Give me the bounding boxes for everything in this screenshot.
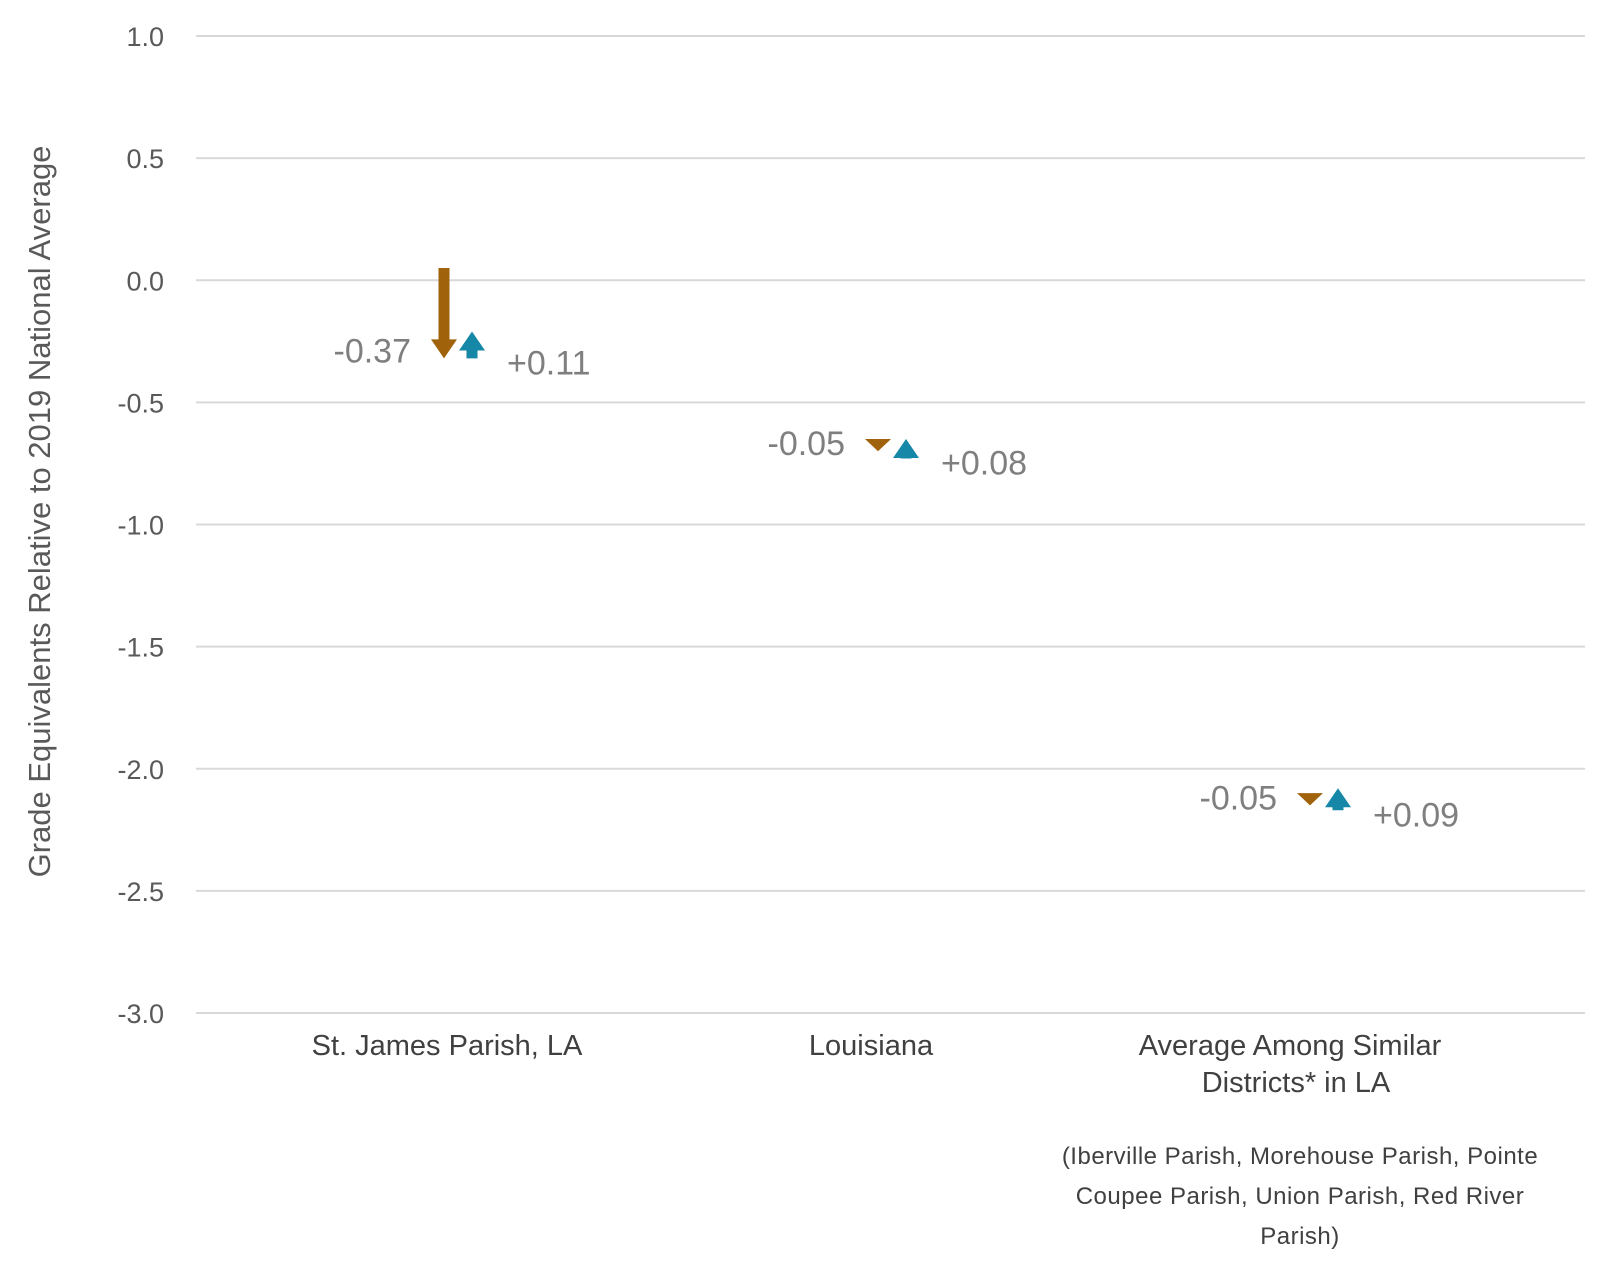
x-category-label: Districts* in LA xyxy=(1202,1067,1391,1099)
x-category-label: St. James Parish, LA xyxy=(312,1030,583,1062)
category-footnote: Parish) xyxy=(1260,1223,1340,1250)
arrow-shape xyxy=(1297,793,1323,806)
category-footnote: Coupee Parish, Union Parish, Red River xyxy=(1076,1183,1525,1210)
x-category-label: Louisiana xyxy=(809,1030,934,1062)
arrow-shape xyxy=(893,439,919,459)
y-tick-label: 0.0 xyxy=(126,266,164,296)
data-label: -0.05 xyxy=(1200,779,1278,817)
data-labels: -0.37 -0.05 -0.05 +0.11 +0.08 +0.09 xyxy=(334,332,1460,834)
data-label: -0.05 xyxy=(768,425,846,463)
gridlines xyxy=(196,35,1585,1014)
data-label: +0.11 xyxy=(507,344,591,382)
decline-arrow xyxy=(1297,793,1323,806)
gain-arrow xyxy=(1325,788,1351,811)
y-tick-label: -2.0 xyxy=(117,755,164,785)
x-category-label: Average Among Similar xyxy=(1139,1030,1442,1062)
data-label: +0.08 xyxy=(941,445,1027,483)
x-category-labels: St. James Parish, LA Louisiana Average Amo… xyxy=(312,1030,1538,1250)
y-axis-title: Grade Equivalents Relative to 2019 Natio… xyxy=(22,146,57,878)
category-footnote: (Iberville Parish, Morehouse Parish, Poi… xyxy=(1062,1143,1538,1170)
data-label: +0.09 xyxy=(1373,796,1459,834)
gain-arrow xyxy=(459,331,485,359)
y-tick-label: -0.5 xyxy=(117,388,164,418)
arrow-marks xyxy=(431,268,1351,811)
arrow-shape xyxy=(459,331,485,359)
decline-arrow xyxy=(431,268,457,359)
gain-arrow xyxy=(893,439,919,459)
y-tick-label: 0.5 xyxy=(126,144,164,174)
y-tick-label: 1.0 xyxy=(126,22,164,52)
data-label: -0.37 xyxy=(334,332,412,370)
arrow-shape xyxy=(1325,788,1351,811)
y-tick-label: -3.0 xyxy=(117,999,164,1029)
decline-arrow xyxy=(865,439,891,452)
arrow-shape xyxy=(865,439,891,452)
y-tick-labels: 1.0 0.5 0.0 -0.5 -1.0 -1.5 -2.0 -2.5 -3.0 xyxy=(117,22,164,1029)
y-tick-label: -2.5 xyxy=(117,877,164,907)
arrow-shape xyxy=(431,268,457,359)
y-tick-label: -1.0 xyxy=(117,511,164,541)
y-tick-label: -1.5 xyxy=(117,633,164,663)
